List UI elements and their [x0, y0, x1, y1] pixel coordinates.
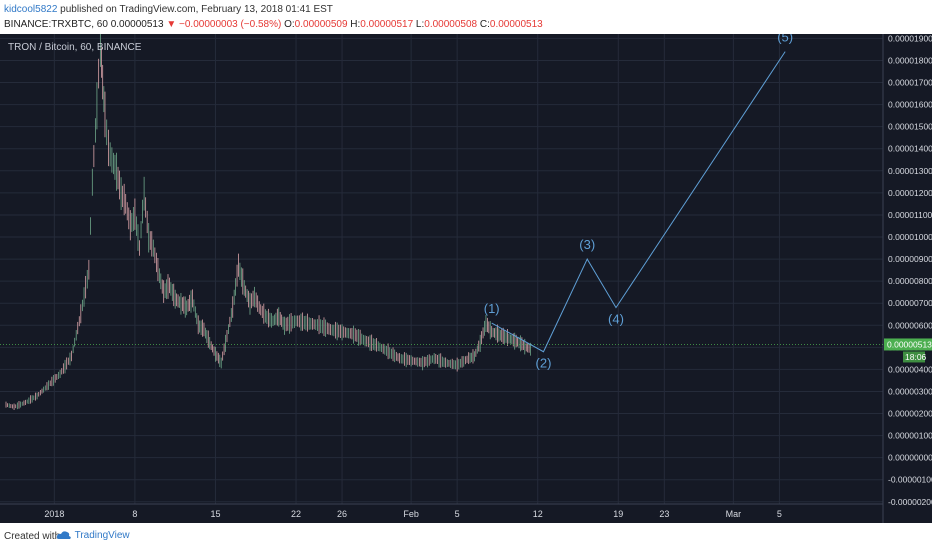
x-tick-label: Mar: [726, 509, 742, 519]
low-label: L:: [415, 19, 425, 30]
y-tick-label: 0.00001200: [888, 188, 932, 198]
symbol-line: BINANCE:TRXBTC, 60: [4, 19, 108, 30]
open-value: 0.00000509: [294, 19, 348, 30]
chart-area[interactable]: 0.00001900 0.00001800 0.00001700 0.00001600…: [0, 34, 932, 523]
y-tick-label: 0.00000000: [888, 453, 932, 463]
x-tick-label: 5: [777, 509, 782, 519]
wave-label: (2): [536, 356, 552, 371]
wave-label: (3): [579, 237, 595, 252]
price-chart[interactable]: 0.00001900 0.00001800 0.00001700 0.00001600…: [0, 34, 932, 523]
publish-info: published on TradingView.com, February 1…: [60, 4, 333, 15]
y-tick-label: 0.00001700: [888, 78, 932, 88]
y-tick-label: 0.00000800: [888, 276, 932, 286]
x-tick-label: 22: [291, 509, 301, 519]
y-tick-label: 0.00001500: [888, 122, 932, 132]
last-price-tag-label: 0.00000513: [887, 339, 932, 349]
tradingview-brand: TradingView: [74, 530, 130, 541]
author-link[interactable]: kidcool5822: [4, 4, 58, 15]
low-value: 0.00000508: [424, 19, 478, 30]
close-value: 0.00000513: [489, 19, 543, 30]
wave-label: (1): [484, 301, 500, 316]
change-arrow: ▼: [166, 19, 177, 30]
high-label: H:: [350, 19, 361, 30]
x-tick-label: Feb: [403, 509, 419, 519]
y-tick-label: 0.00000600: [888, 320, 932, 330]
ohlc-line: BINANCE:TRXBTC, 60 0.00000513 ▼ −0.00000…: [4, 19, 543, 30]
x-tick-label: 2018: [44, 509, 64, 519]
y-tick-label: 0.00000700: [888, 298, 932, 308]
x-tick-label: 12: [533, 509, 543, 519]
x-tick-label: 8: [132, 509, 137, 519]
symbol-legend: TRON / Bitcoin, 60, BINANCE: [8, 42, 142, 53]
y-tick-label: 0.00001300: [888, 166, 932, 176]
chart-header: kidcool5822 published on TradingView.com…: [0, 0, 932, 34]
cloud-icon: [56, 531, 71, 540]
last-price: 0.00000513: [110, 19, 164, 30]
x-tick-label: 19: [613, 509, 623, 519]
wave-path: [491, 51, 786, 353]
y-tick-label: 0.00001000: [888, 232, 932, 242]
open-label: O:: [284, 19, 295, 30]
chart-footer: Created with TradingView: [0, 523, 932, 550]
close-label: C:: [479, 19, 490, 30]
created-with-label: Created with: [4, 531, 61, 542]
y-tick-label: 0.00001800: [888, 55, 932, 65]
y-tick-label: 0.00001400: [888, 144, 932, 154]
chart-background: [0, 34, 932, 523]
x-tick-label: 23: [659, 509, 669, 519]
y-tick-label: 0.00001100: [888, 210, 932, 220]
countdown-label: 18:06: [905, 352, 927, 362]
x-tick-label: 5: [455, 509, 460, 519]
publish-line: kidcool5822 published on TradingView.com…: [4, 4, 333, 15]
y-tick-label: 0.00000300: [888, 386, 932, 396]
y-tick-label: 0.00000900: [888, 254, 932, 264]
last-price-tag: [884, 338, 932, 351]
y-tick-label: -0.00000200: [888, 497, 932, 507]
x-tick-label: 26: [337, 509, 347, 519]
y-tick-label: 0.00001600: [888, 100, 932, 110]
x-tick-label: 15: [210, 509, 220, 519]
wave-label: (5): [777, 34, 793, 45]
high-value: 0.00000517: [360, 19, 414, 30]
y-tick-label: 0.00000400: [888, 364, 932, 374]
y-tick-label: -0.00000100: [888, 475, 932, 485]
countdown-tag: [903, 351, 925, 363]
wave-label: (4): [608, 312, 624, 327]
y-tick-label: 0.00001900: [888, 34, 932, 43]
tradingview-link[interactable]: TradingView: [56, 530, 130, 541]
y-tick-label: 0.00000100: [888, 431, 932, 441]
change-value: −0.00000003 (−0.58%): [179, 19, 282, 30]
y-tick-label: 0.00000200: [888, 409, 932, 419]
